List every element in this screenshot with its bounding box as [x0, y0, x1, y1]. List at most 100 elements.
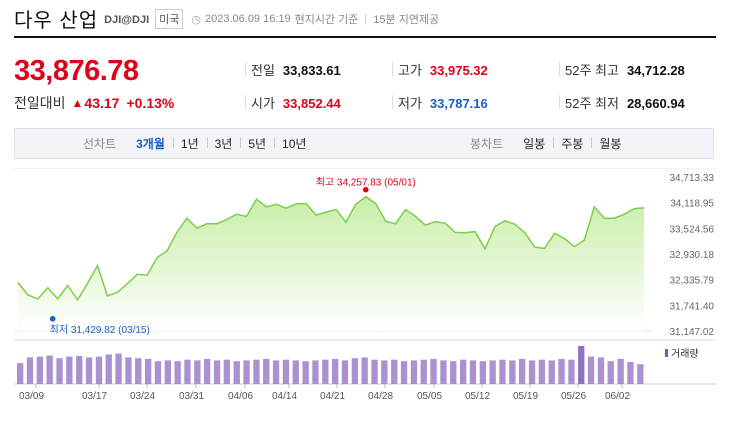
volume-bar	[194, 360, 201, 384]
y-tick-label: 34,118.95	[670, 199, 714, 210]
volume-bar	[36, 356, 43, 384]
x-tick-label: 03/09	[19, 391, 44, 402]
stat-high52: 52주 최고 34,712.28	[559, 60, 685, 79]
volume-legend-label: 거래량	[671, 348, 699, 360]
price-chart-svg: 34,713.33 34,118.95 33,524.56 32,930.18 32,3…	[14, 167, 716, 402]
volume-bar	[548, 360, 555, 384]
volume-bar	[597, 357, 605, 384]
x-tick-label: 03/24	[130, 391, 155, 402]
volume-bar	[489, 360, 496, 384]
volume-bar	[263, 358, 270, 384]
stat-divider	[559, 62, 560, 76]
volume-bar	[312, 360, 319, 384]
volume-bar	[56, 358, 63, 384]
tab-daily[interactable]: 일봉	[523, 137, 546, 151]
tab-3years[interactable]: 3년	[206, 135, 241, 152]
stat-divider	[392, 62, 393, 76]
change-percent: +0.13%	[126, 95, 175, 111]
ticker-symbol: DJI@DJI	[104, 13, 150, 26]
tab-1year[interactable]: 1년	[172, 135, 207, 152]
volume-bar	[282, 359, 290, 384]
volume-bar	[115, 353, 122, 384]
price-change: 전일대비 ▲ 43.17 +0.13%	[14, 93, 174, 113]
volume-bar	[400, 361, 408, 384]
market-badge: 미국	[155, 9, 184, 29]
stat-prev-close: 전일 33,833.61	[245, 60, 341, 79]
stat-high: 고가 33,975.32	[392, 60, 488, 79]
change-label: 전일대비	[14, 95, 66, 111]
x-tick-label: 05/19	[513, 391, 538, 402]
volume-bar	[26, 357, 34, 384]
quote-meta: ◷ 2023.06.09 16:19 현지시간 기준 | 15분 지연제공	[191, 11, 439, 27]
stat-value: 33,787.16	[429, 96, 488, 111]
stat-open: 시가 33,852.44	[245, 93, 341, 112]
volume-bar	[76, 355, 83, 384]
stat-label: 시가	[251, 96, 275, 111]
stat-label: 52주 최저	[565, 96, 619, 111]
stat-label: 저가	[398, 96, 422, 111]
time-note: 현지시간 기준	[294, 14, 359, 26]
volume-bar	[558, 358, 565, 384]
volume-bar	[607, 361, 614, 384]
volume-bar	[519, 358, 526, 384]
tab-3months[interactable]: 3개월	[136, 137, 165, 151]
volume-bar	[538, 359, 545, 384]
tab-monthly[interactable]: 월봉	[591, 135, 629, 152]
up-triangle-icon: ▲	[71, 96, 84, 110]
stat-value: 34,712.28	[626, 63, 685, 78]
volume-bar	[292, 360, 299, 384]
candle-chart-tabs: 봉차트 일봉 주봉 월봉	[470, 129, 629, 158]
y-tick-label: 34,713.33	[670, 173, 715, 184]
chart-tabs: 선차트 3개월 1년 3년 5년 10년 봉차트 일봉 주봉 월봉	[14, 128, 714, 159]
volume-bar	[361, 357, 368, 384]
candle-chart-label: 봉차트	[470, 137, 504, 151]
volume-bar	[332, 358, 339, 384]
page-header: 다우 산업 DJI@DJI 미국 ◷ 2023.06.09 16:19 현지시간…	[14, 0, 716, 38]
clock-icon: ◷	[191, 13, 201, 26]
volume-bar	[440, 360, 447, 384]
line-chart-tabs: 선차트 3개월 1년 3년 5년 10년	[83, 129, 314, 158]
volume-bar	[637, 364, 644, 384]
stat-value: 28,660.94	[626, 96, 685, 111]
volume-bar	[184, 359, 191, 384]
volume-bar	[587, 356, 595, 384]
low-annotation: 최저 31,429.82 (03/15)	[50, 324, 150, 336]
volume-bar	[135, 358, 142, 384]
x-tick-label: 04/21	[320, 391, 345, 402]
stat-value: 33,975.32	[429, 63, 488, 78]
volume-bar	[164, 360, 171, 384]
stat-divider	[559, 95, 560, 109]
tab-5years[interactable]: 5년	[240, 135, 274, 152]
volume-bar	[351, 358, 358, 384]
stat-low: 저가 33,787.16	[392, 93, 488, 112]
stat-divider	[245, 95, 246, 109]
volume-bar	[272, 360, 280, 384]
stat-label: 52주 최고	[565, 63, 619, 78]
x-tick-label: 05/26	[561, 391, 586, 402]
volume-bar	[95, 356, 103, 384]
volume-bar	[125, 357, 132, 384]
price-chart[interactable]: 34,713.33 34,118.95 33,524.56 32,930.18 32,3…	[14, 167, 716, 418]
x-tick-label: 05/05	[417, 391, 442, 402]
price-line	[17, 195, 645, 302]
tab-weekly[interactable]: 주봉	[553, 135, 591, 152]
change-amount: 43.17	[84, 95, 120, 111]
y-tick-label: 31,741.40	[670, 301, 715, 312]
volume-bar	[627, 362, 634, 384]
volume-bar	[154, 361, 162, 384]
stat-value: 33,833.61	[282, 63, 341, 78]
y-tick-label: 31,147.02	[670, 327, 715, 338]
volume-bar	[105, 354, 112, 384]
index-title: 다우 산업	[14, 9, 99, 32]
volume-bar	[528, 360, 536, 384]
volume-bar	[253, 359, 260, 384]
y-tick-label: 32,930.18	[670, 250, 715, 261]
volume-bar	[174, 361, 181, 384]
volume-bar	[371, 359, 378, 384]
volume-bar	[204, 358, 211, 384]
y-tick-label: 32,335.79	[670, 276, 715, 287]
stat-low52: 52주 최저 28,660.94	[559, 93, 685, 112]
stat-divider	[245, 62, 246, 76]
volume-bar	[381, 360, 388, 384]
tab-10years[interactable]: 10년	[274, 135, 314, 152]
